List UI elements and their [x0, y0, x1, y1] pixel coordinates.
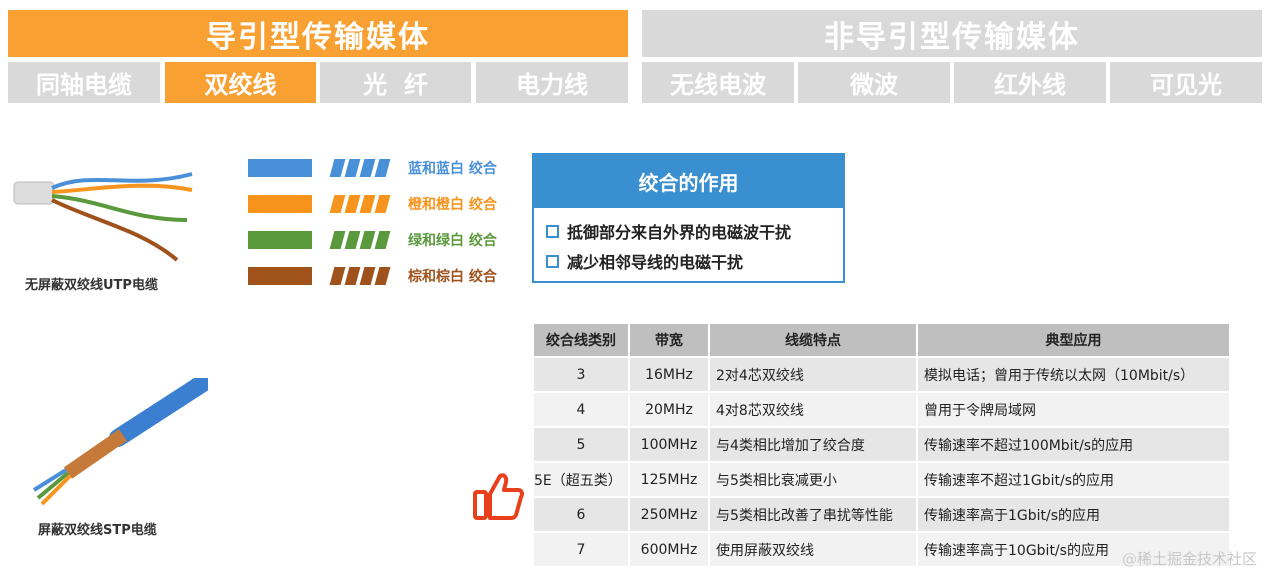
legend-label: 蓝和蓝白 绞合 — [408, 161, 497, 177]
table-cell: 模拟电话；曾用于传统以太网（10Mbit/s） — [916, 356, 1231, 393]
col-header: 带宽 — [628, 322, 710, 358]
brown-bar — [248, 267, 312, 285]
table-cell: 传输速率不超过100Mbit/s的应用 — [916, 426, 1231, 463]
table-cell: 与5类相比改善了串扰等性能 — [708, 496, 918, 533]
table-cell: 4 — [532, 391, 630, 428]
box-item-text: 抵御部分来自外界的电磁波干扰 — [567, 223, 792, 242]
orange-stripes — [329, 195, 391, 213]
legend-row-brown: 棕和棕白 绞合 — [248, 266, 497, 286]
table-cell: 20MHz — [628, 391, 710, 428]
cable-category-table: 绞合线类别 带宽 线缆特点 典型应用 3 16MHz 2对4芯双绞线 模拟电话；曾用于… — [532, 322, 1231, 568]
table-cell: 4对8芯双绞线 — [708, 391, 918, 428]
legend-label: 棕和棕白 绞合 — [408, 269, 497, 285]
tab-infrared[interactable]: 红外线 — [954, 62, 1106, 103]
table-cell: 与4类相比增加了绞合度 — [708, 426, 918, 463]
unguided-media-header: 非导引型传输媒体 — [642, 10, 1262, 57]
col-header: 绞合线类别 — [532, 322, 630, 358]
table-row: 5 100MHz 与4类相比增加了绞合度 传输速率不超过100Mbit/s的应用 — [532, 426, 1231, 463]
table-cell: 传输速率高于1Gbit/s的应用 — [916, 496, 1231, 533]
table-cell: 5E（超五类） — [532, 461, 630, 498]
table-cell: 传输速率不超过1Gbit/s的应用 — [916, 461, 1231, 498]
thumbs-up-icon — [473, 473, 524, 520]
table-row: 7 600MHz 使用屏蔽双绞线 传输速率高于10Gbit/s的应用 — [532, 531, 1231, 568]
green-stripes — [329, 231, 391, 249]
color-legend: 蓝和蓝白 绞合 橙和橙白 绞合 绿和绿白 绞合 棕和棕白 绞合 — [248, 158, 497, 286]
orange-bar — [248, 195, 312, 213]
col-header: 典型应用 — [916, 322, 1231, 358]
checkbox-icon — [546, 254, 559, 268]
table-row: 4 20MHz 4对8芯双绞线 曾用于令牌局域网 — [532, 391, 1231, 428]
table-cell: 6 — [532, 496, 630, 533]
table-cell: 600MHz — [628, 531, 710, 568]
tab-visible-light[interactable]: 可见光 — [1110, 62, 1262, 103]
twisting-purpose-box: 绞合的作用 抵御部分来自外界的电磁波干扰 减少相邻导线的电磁干扰 — [532, 153, 845, 283]
tab-radio[interactable]: 无线电波 — [642, 62, 794, 103]
box-item: 减少相邻导线的电磁干扰 — [534, 246, 843, 276]
table-row: 6 250MHz 与5类相比改善了串扰等性能 传输速率高于1Gbit/s的应用 — [532, 496, 1231, 533]
table-cell: 16MHz — [628, 356, 710, 393]
tab-powerline[interactable]: 电力线 — [476, 62, 628, 103]
table-cell: 使用屏蔽双绞线 — [708, 531, 918, 568]
stp-caption: 屏蔽双绞线STP电缆 — [38, 523, 157, 538]
tab-fiber[interactable]: 光 纤 — [320, 62, 471, 103]
table-cell: 125MHz — [628, 461, 710, 498]
box-item: 抵御部分来自外界的电磁波干扰 — [534, 216, 843, 246]
table-cell: 5 — [532, 426, 630, 463]
table-row: 3 16MHz 2对4芯双绞线 模拟电话；曾用于传统以太网（10Mbit/s） — [532, 356, 1231, 393]
tab-twisted-pair[interactable]: 双绞线 — [165, 62, 316, 103]
legend-row-blue: 蓝和蓝白 绞合 — [248, 158, 497, 178]
tab-microwave[interactable]: 微波 — [798, 62, 950, 103]
checkbox-icon — [546, 224, 559, 238]
tab-coaxial[interactable]: 同轴电缆 — [8, 62, 160, 103]
table-cell: 3 — [532, 356, 630, 393]
stp-cable-image — [32, 378, 208, 506]
col-header: 线缆特点 — [708, 322, 918, 358]
table-cell: 与5类相比衰减更小 — [708, 461, 918, 498]
legend-label: 绿和绿白 绞合 — [408, 233, 497, 249]
legend-row-green: 绿和绿白 绞合 — [248, 230, 497, 250]
table-cell: 250MHz — [628, 496, 710, 533]
table-cell: 7 — [532, 531, 630, 568]
utp-caption: 无屏蔽双绞线UTP电缆 — [25, 278, 158, 293]
watermark: @稀土掘金技术社区 — [1122, 550, 1258, 568]
table-cell: 2对4芯双绞线 — [708, 356, 918, 393]
table-cell: 传输速率高于10Gbit/s的应用 — [916, 531, 1231, 568]
legend-label: 橙和橙白 绞合 — [408, 197, 497, 213]
utp-cable-image — [13, 172, 193, 262]
green-bar — [248, 231, 312, 249]
brown-stripes — [329, 267, 391, 285]
box-title: 绞合的作用 — [534, 155, 843, 208]
blue-bar — [248, 159, 312, 177]
legend-row-orange: 橙和橙白 绞合 — [248, 194, 497, 214]
box-item-text: 减少相邻导线的电磁干扰 — [567, 253, 744, 272]
table-cell: 100MHz — [628, 426, 710, 463]
guided-media-header: 导引型传输媒体 — [8, 10, 628, 57]
blue-stripes — [329, 159, 391, 177]
table-row: 5E（超五类） 125MHz 与5类相比衰减更小 传输速率不超过1Gbit/s的应用 — [532, 461, 1231, 498]
table-cell: 曾用于令牌局域网 — [916, 391, 1231, 428]
